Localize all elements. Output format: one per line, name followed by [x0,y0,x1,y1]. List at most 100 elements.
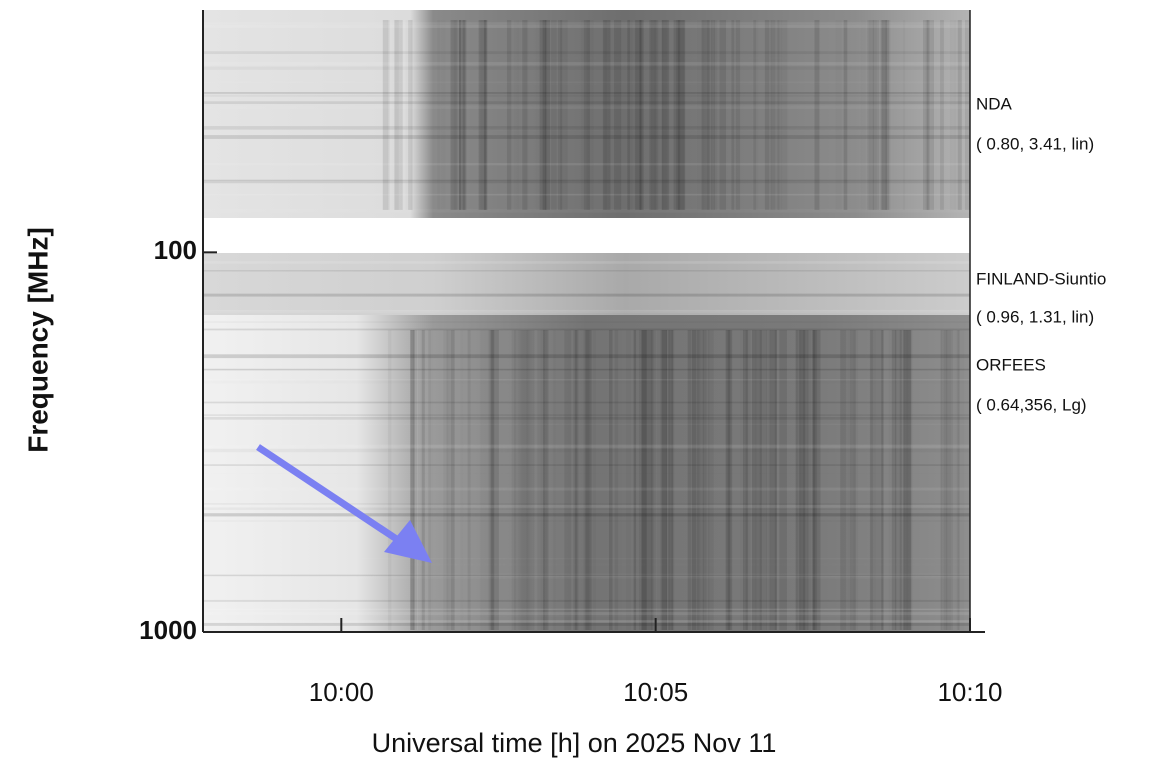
texture-streak [506,20,512,210]
texture-streak [488,330,495,630]
texture-streak [943,330,948,630]
texture-streak [521,20,528,210]
texture-streak [965,20,970,210]
texture-streak [544,20,548,210]
texture-band [203,612,970,615]
texture-band [203,444,970,448]
texture-band [203,311,970,313]
texture-band [203,105,970,109]
texture-streak [394,20,399,210]
texture-band [203,328,970,331]
texture-streak [807,330,812,630]
texture-band [203,423,970,425]
texture-streak [847,330,849,630]
texture-band [203,62,970,66]
texture-streak [646,330,653,630]
texture-streak [660,330,668,630]
texture-streak [650,330,655,630]
texture-band [203,94,970,97]
texture-streak [781,20,788,210]
texture-streak [812,330,818,630]
texture-band [203,126,970,130]
texture-streak [446,330,451,630]
texture-streak [671,330,674,630]
texture-streak [774,330,777,630]
texture-streak [764,20,770,210]
texture-band [203,558,970,559]
texture-streak [619,330,622,630]
texture-streak [443,330,448,630]
texture-streak [687,330,691,630]
texture-streak [719,20,727,210]
texture-band [203,574,970,577]
texture-streak [614,330,619,630]
texture-streak [707,330,710,630]
texture-streak [940,20,944,210]
texture-streak [564,330,572,630]
texture-streak [696,330,704,630]
texture-band [203,51,970,55]
texture-streak [458,20,461,210]
texture-streak [560,20,568,210]
texture-streak [613,20,622,210]
texture-streak [626,330,631,630]
x-axis-label: Universal time [h] on 2025 Nov 11 [372,728,777,758]
texture-band [203,563,970,565]
texture-band [203,179,970,182]
texture-streak [770,20,776,210]
arrow-shaft [256,444,412,551]
texture-band [203,464,970,466]
texture-band [203,622,970,626]
instrument-params: ( 0.96, 1.31, lin) [976,307,1094,326]
texture-streak [608,330,613,630]
texture-band [203,401,970,404]
texture-band [203,503,970,505]
texture-band [203,24,970,28]
texture-streak [585,330,588,630]
texture-band [203,473,970,475]
texture-band [203,293,970,297]
texture-streak [776,20,780,210]
texture-streak [691,330,697,630]
texture-streak [408,20,413,210]
texture-streak [925,20,931,210]
texture-band [203,163,970,166]
texture-band [203,380,970,383]
texture-band [203,179,970,184]
y-axis-label: Frequency [MHz] [22,227,53,453]
texture-band [203,573,970,578]
texture-streak [779,330,787,630]
texture-streak [540,330,548,630]
texture-streak [575,330,578,630]
texture-streak [662,330,667,630]
texture-band [203,84,970,86]
texture-streak [869,330,873,630]
texture-band [203,67,970,70]
texture-streak [650,20,659,210]
texture-streak [550,20,557,210]
texture-streak [418,330,422,630]
texture-band [203,128,970,131]
texture-band [203,599,970,602]
texture-band [203,135,970,139]
texture-band [203,520,970,522]
x-tick-label: 10:05 [623,677,688,707]
instrument-name: FINLAND-Siuntio [976,269,1106,288]
instrument-name: ORFEES [976,355,1046,374]
texture-streak [755,330,762,630]
texture-band [203,261,970,264]
texture-streak [462,20,467,210]
texture-band [203,505,970,509]
x-tick-label: 10:00 [309,677,374,707]
nda-panel [203,10,970,218]
texture-streak [583,20,590,210]
texture-streak [881,20,890,210]
texture-band [203,449,970,452]
texture-streak [459,20,466,210]
texture-streak [753,20,757,210]
texture-streak [511,330,516,630]
texture-band [203,379,970,381]
texture-streak [633,330,637,630]
texture-streak [701,20,710,210]
